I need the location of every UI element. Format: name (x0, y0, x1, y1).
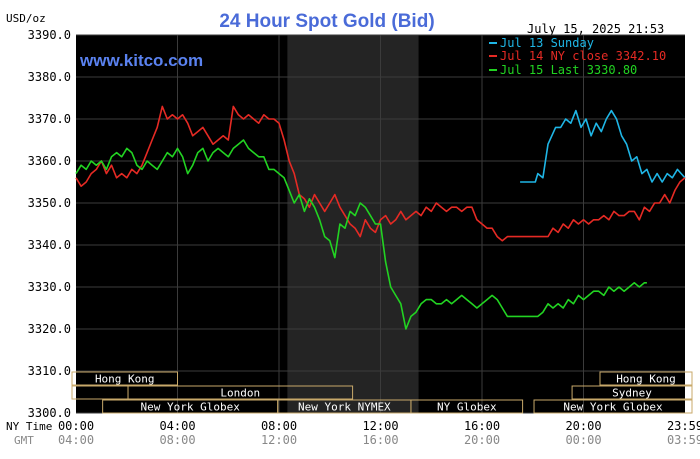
legend-label-jul14: Jul 14 NY close 3342.10 (500, 49, 666, 63)
session-box (71, 371, 178, 386)
session-box (571, 385, 693, 400)
y-tick-label: 3370.0 (28, 112, 71, 126)
x-tick-label-ny: 04:00 (159, 419, 195, 433)
chart-title: 24 Hour Spot Gold (Bid) (219, 11, 434, 32)
session-box (599, 371, 693, 386)
session-label: London (220, 387, 260, 400)
legend-label-jul13: Jul 13 Sunday (500, 36, 594, 50)
y-axis-ticks: 3300.0 3310.0 3320.0 3330.0 3340.0 3350.0 3360… (28, 28, 71, 420)
session-box (533, 399, 693, 414)
legend-item-jul14: Jul 14 NY close 3342.10 (489, 49, 666, 63)
x-tick-label-ny: 20:00 (565, 419, 601, 433)
x-tick-label-ny: 08:00 (261, 419, 297, 433)
x-tick-label-gmt: 16:00 (362, 433, 398, 447)
x-axis-ny-row-label: NY Time (6, 420, 52, 433)
y-tick-label: 3390.0 (28, 28, 71, 42)
session-box (410, 399, 524, 414)
y-axis-unit-label: USD/oz (6, 12, 46, 25)
legend-label-jul15: Jul 15 Last 3330.80 (500, 63, 637, 77)
y-tick-label: 3350.0 (28, 196, 71, 210)
x-axis-ticks: 00:0004:0004:0008:0008:0012:0012:0016:00… (58, 419, 700, 447)
y-tick-label: 3320.0 (28, 322, 71, 336)
chart-date-label: July 15, 2025 21:53 (527, 22, 664, 36)
x-tick-label-gmt: 20:00 (464, 433, 500, 447)
series-line-2 (75, 139, 647, 330)
y-tick-label: 3310.0 (28, 364, 71, 378)
x-tick-label-ny: 00:00 (58, 419, 94, 433)
session-label: Hong Kong (616, 373, 676, 386)
session-label: Hong Kong (95, 373, 155, 386)
x-tick-label-gmt: 03:59 (667, 433, 700, 447)
x-tick-label-ny: 16:00 (464, 419, 500, 433)
y-tick-label: 3300.0 (28, 406, 71, 420)
x-axis-gmt-row-label: GMT (14, 434, 34, 447)
x-tick-label-gmt: 12:00 (261, 433, 297, 447)
price-series (75, 105, 686, 330)
session-label: New York NYMEX (298, 401, 391, 414)
x-tick-label-ny: 23:59 (667, 419, 700, 433)
session-box (127, 385, 354, 400)
legend-item-jul15: Jul 15 Last 3330.80 (489, 63, 637, 77)
session-label: NY Globex (437, 401, 497, 414)
y-tick-label: 3330.0 (28, 280, 71, 294)
x-tick-label-gmt: 08:00 (159, 433, 195, 447)
legend-item-jul13: Jul 13 Sunday (489, 36, 594, 50)
session-label: New York Globex (563, 401, 663, 414)
x-tick-label-ny: 12:00 (362, 419, 398, 433)
y-tick-label: 3360.0 (28, 154, 71, 168)
series-line-1 (75, 105, 686, 242)
nymex-session-shading (287, 35, 419, 413)
session-label: New York Globex (141, 401, 241, 414)
session-label: Sydney (612, 387, 652, 400)
y-tick-label: 3340.0 (28, 238, 71, 252)
watermark: www.kitco.com (79, 51, 203, 70)
series-line-0 (520, 109, 686, 183)
grid-lines (76, 34, 685, 414)
x-tick-label-gmt: 04:00 (58, 433, 94, 447)
y-tick-label: 3380.0 (28, 70, 71, 84)
legend: Jul 13 Sunday Jul 14 NY close 3342.10 Ju… (489, 36, 666, 77)
x-tick-label-gmt: 00:00 (565, 433, 601, 447)
